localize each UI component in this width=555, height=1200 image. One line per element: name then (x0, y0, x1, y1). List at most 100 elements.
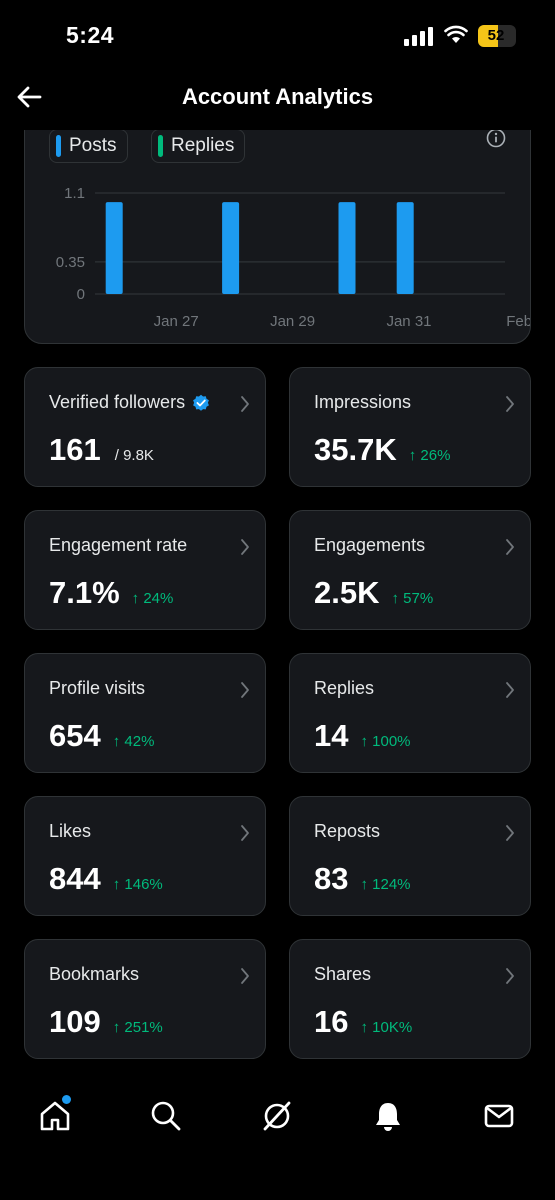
stat-value-row: 16 ↑ 10K% (314, 1004, 412, 1040)
stat-change: ↑ 26% (408, 447, 451, 464)
stat-value-row: 2.5K ↑ 57% (314, 575, 433, 611)
legend-swatch-posts (56, 135, 61, 157)
stat-value-row: 7.1% ↑ 24% (49, 575, 173, 611)
stat-value: 161 (49, 432, 101, 467)
stat-label-text: Likes (49, 821, 92, 841)
chevron-right-icon (241, 396, 249, 412)
stat-value-row: 35.7K ↑ 26% (314, 432, 450, 468)
y-tick-label: 1.1 (64, 185, 85, 202)
stat-card-engagement-rate[interactable]: Engagement rate 7.1% ↑ 24% (24, 510, 266, 630)
stat-value: 2.5K (314, 575, 380, 610)
stat-label-text: Verified followers (49, 392, 186, 412)
activity-chart-card: Posts Replies 1.1 0.35 0 Jan 27 Jan 29 Jan 31… (24, 110, 531, 344)
stat-card-engagements[interactable]: Engagements 2.5K ↑ 57% (289, 510, 531, 630)
search-icon[interactable] (149, 1099, 183, 1133)
x-tick-label: Jan 31 (386, 313, 431, 330)
cellular-signal-icon (404, 27, 433, 46)
stat-label-text: Profile visits (49, 678, 146, 698)
stat-label: Impressions (314, 392, 411, 413)
chevron-right-icon (506, 396, 514, 412)
y-tick-label: 0.35 (56, 254, 85, 271)
home-notification-dot (62, 1095, 71, 1104)
y-tick-label: 0 (77, 286, 85, 303)
stat-label-text: Impressions (314, 392, 412, 412)
legend-label-replies: Replies (171, 135, 235, 156)
page-title: Account Analytics (181, 84, 374, 109)
x-tick-label: Jan 29 (270, 313, 315, 330)
legend-swatch-replies (158, 135, 163, 157)
stat-change: ↑ 251% (112, 1019, 163, 1036)
messages-icon[interactable] (482, 1099, 516, 1133)
chevron-right-icon (241, 682, 249, 698)
stat-value-row: 654 ↑ 42% (49, 718, 154, 754)
stat-value-row: 83 ↑ 124% (314, 861, 411, 897)
stat-label: Engagement rate (49, 535, 187, 556)
stat-label: Profile visits (49, 678, 145, 699)
chevron-right-icon (241, 968, 249, 984)
bar-posts-feb-1[interactable] (396, 202, 414, 294)
stat-label-text: Engagement rate (49, 535, 188, 555)
stat-value-row: 161 / 9.8K (49, 432, 154, 468)
battery-level: 52 (487, 27, 505, 44)
stat-value: 16 (314, 1004, 349, 1039)
bar-posts-jan-31[interactable] (338, 202, 356, 294)
stat-value: 35.7K (314, 432, 397, 467)
stat-change: ↑ 100% (360, 733, 411, 750)
notifications-icon[interactable] (371, 1099, 405, 1133)
stat-value: 7.1% (49, 575, 120, 610)
stat-card-impressions[interactable]: Impressions 35.7K ↑ 26% (289, 367, 531, 487)
stat-label: Shares (314, 964, 371, 985)
stat-card-likes[interactable]: Likes 844 ↑ 146% (24, 796, 266, 916)
stat-value: 83 (314, 861, 349, 896)
bar-posts-jan-29[interactable] (222, 202, 240, 294)
stat-card-bookmarks[interactable]: Bookmarks 109 ↑ 251% (24, 939, 266, 1059)
stat-change: ↑ 10K% (360, 1019, 413, 1036)
top-app-bar: Account Analytics (0, 70, 555, 128)
status-bar: 5:24 52 (0, 0, 555, 70)
home-icon[interactable] (38, 1099, 72, 1133)
stat-card-shares[interactable]: Shares 16 ↑ 10K% (289, 939, 531, 1059)
stat-card-verified-followers[interactable]: Verified followers 161 / 9.8K (24, 367, 266, 487)
stat-value: 844 (49, 861, 101, 896)
stat-label: Verified followers (49, 392, 210, 413)
scroll-edge-mask (0, 110, 555, 130)
stat-value: 654 (49, 718, 101, 753)
chevron-right-icon (241, 539, 249, 555)
stat-label-text: Shares (314, 964, 372, 984)
battery-indicator: 52 (478, 25, 516, 47)
grok-icon[interactable] (260, 1099, 294, 1133)
stat-card-replies[interactable]: Replies 14 ↑ 100% (289, 653, 531, 773)
stat-value: 14 (314, 718, 349, 753)
bar-chart: 1.1 0.35 0 Jan 27 Jan 29 Jan 31 Feb 2 (56, 185, 531, 330)
chevron-right-icon (506, 682, 514, 698)
stat-label: Bookmarks (49, 964, 139, 985)
stat-card-reposts[interactable]: Reposts 83 ↑ 124% (289, 796, 531, 916)
chevron-right-icon (241, 825, 249, 841)
bottom-navigation (0, 1075, 555, 1160)
stat-card-profile-visits[interactable]: Profile visits 654 ↑ 42% (24, 653, 266, 773)
stat-label: Engagements (314, 535, 425, 556)
stat-label-text: Engagements (314, 535, 426, 555)
x-tick-label: Feb 2 (506, 313, 531, 330)
stat-change: ↑ 42% (112, 733, 155, 750)
stat-label-text: Reposts (314, 821, 381, 841)
chevron-right-icon (506, 968, 514, 984)
stat-total: / 9.8K (114, 447, 154, 464)
stat-value-row: 109 ↑ 251% (49, 1004, 163, 1040)
bar-posts-jan-27[interactable] (105, 202, 123, 294)
battery-fill (478, 25, 498, 47)
stat-value-row: 844 ↑ 146% (49, 861, 163, 897)
stat-change: ↑ 124% (360, 876, 411, 893)
chevron-right-icon (506, 825, 514, 841)
stat-label: Replies (314, 678, 374, 699)
chevron-right-icon (506, 539, 514, 555)
status-time: 5:24 (66, 22, 115, 48)
stat-label: Reposts (314, 821, 380, 842)
verified-badge-icon (193, 394, 209, 411)
stat-value: 109 (49, 1004, 101, 1039)
stat-change: ↑ 146% (112, 876, 163, 893)
legend-label-posts: Posts (69, 135, 117, 156)
arrow-left-icon[interactable] (14, 82, 44, 112)
stat-label-text: Bookmarks (49, 964, 140, 984)
stat-label-text: Replies (314, 678, 375, 698)
